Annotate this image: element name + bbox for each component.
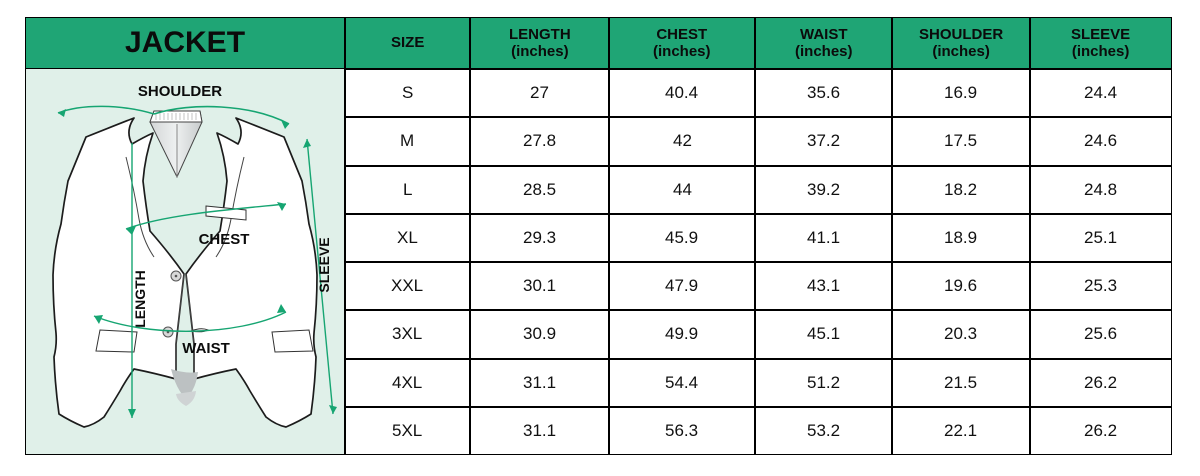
svg-text:LENGTH: LENGTH bbox=[132, 270, 148, 328]
svg-text:WAIST: WAIST bbox=[182, 340, 230, 357]
svg-text:SHOULDER: SHOULDER bbox=[138, 83, 222, 100]
svg-text:SLEEVE: SLEEVE bbox=[316, 237, 332, 292]
svg-text:CHEST: CHEST bbox=[199, 231, 250, 248]
